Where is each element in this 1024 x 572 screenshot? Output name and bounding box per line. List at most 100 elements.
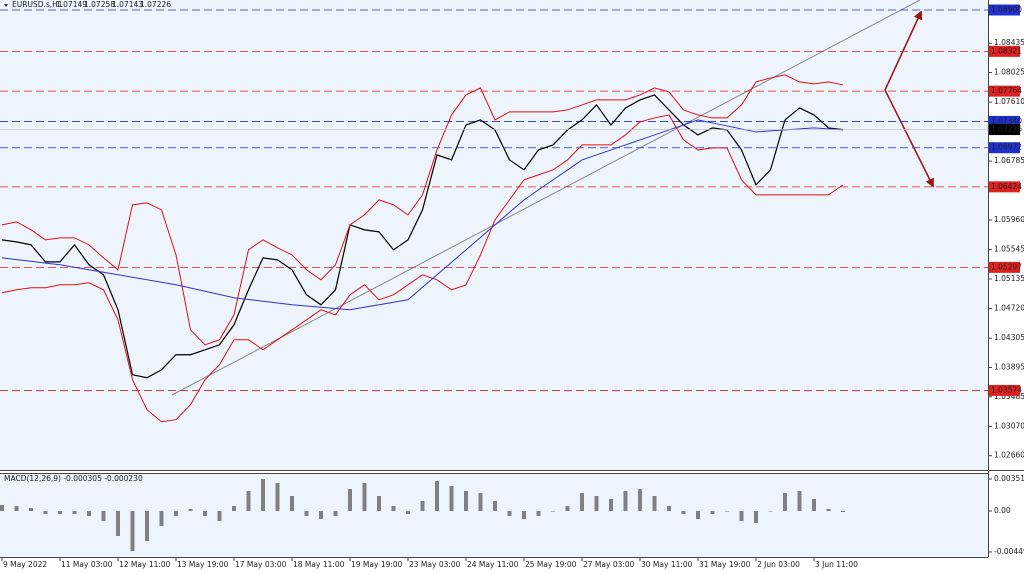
macd-bar: [304, 511, 309, 517]
y-tick-label: 1.05135: [994, 274, 1024, 283]
macd-bar: [478, 493, 483, 512]
current-price-box: [989, 124, 1020, 136]
level-label: 1.08321: [991, 46, 1022, 55]
x-tick-label: 23 May 03:00: [409, 560, 461, 569]
macd-bar: [203, 511, 207, 517]
macd-panel: [0, 473, 988, 557]
macd-bar: [551, 511, 555, 512]
y-tick-label: -0.004493: [994, 547, 1024, 556]
macd-bar: [507, 511, 512, 517]
x-tick-label: 9 May 2022: [3, 560, 47, 569]
x-tick-label: 31 May 19:00: [699, 560, 751, 569]
x-tick-label: 27 May 03:00: [583, 560, 635, 569]
macd-bar: [652, 495, 657, 512]
macd-bar: [101, 511, 106, 522]
y-tick-label: 0.003513: [994, 474, 1024, 483]
macd-bar: [246, 491, 251, 512]
level-box: [989, 4, 1020, 16]
macd-bar: [188, 509, 193, 512]
macd-bar: [812, 498, 816, 512]
macd-bar: [710, 511, 715, 515]
level-label: 1.07340: [991, 116, 1022, 125]
y-tick-label: 1.05960: [994, 215, 1024, 224]
level-box: [989, 85, 1020, 97]
quote-low: 1.07143: [112, 0, 143, 9]
macd-bar: [261, 479, 265, 512]
macd-bar: [406, 511, 410, 515]
forecast-arrow: [884, 89, 934, 188]
macd-bar: [623, 491, 628, 512]
x-tick-label: 17 May 03:00: [235, 560, 287, 569]
macd-bar: [536, 511, 541, 517]
macd-bar: [609, 498, 613, 512]
trend-line: [171, 0, 921, 396]
level-label: 1.06424: [991, 182, 1022, 191]
macd-bar: [130, 511, 135, 552]
macd-bar: [29, 508, 33, 512]
level-box: [989, 384, 1020, 396]
macd-bar: [696, 511, 700, 520]
current-price-label: 1.07226: [991, 125, 1022, 134]
level-label: 1.06972: [991, 143, 1022, 152]
x-tick-label: 19 May 19:00: [351, 560, 403, 569]
macd-bar: [232, 506, 236, 512]
symbol: EURUSD.s,H1: [12, 0, 63, 9]
level-label: 1.03574: [991, 385, 1022, 394]
level-label: 1.08900: [991, 5, 1022, 14]
series-line: [1, 114, 844, 423]
y-tick-label: 1.04305: [994, 333, 1024, 342]
macd-bar: [565, 506, 570, 512]
macd-bar: [333, 511, 338, 517]
y-tick-label: 1.08435: [994, 38, 1024, 47]
macd-bar: [638, 489, 642, 512]
level-box: [989, 181, 1020, 193]
plot-layer: 1.08435 1.08025 1.07610 1.06785 1.05960 1.055…: [0, 4, 1024, 569]
macd-bar: [667, 506, 671, 512]
price-panel: [0, 0, 988, 470]
macd-bar: [826, 509, 831, 512]
macd-bar: [72, 511, 77, 515]
quote-close: 1.07226: [140, 0, 171, 9]
macd-bar: [87, 511, 91, 517]
level-box: [989, 261, 1020, 273]
macd-bar: [754, 511, 758, 524]
macd-bar: [841, 511, 845, 513]
macd-bar: [464, 491, 468, 512]
macd-bar: [145, 511, 149, 542]
macd-bar: [739, 511, 744, 522]
level-box: [989, 142, 1020, 154]
macd-bar: [681, 511, 686, 515]
x-tick-label: 3 Jun 11:00: [815, 560, 858, 569]
y-tick-label: 1.03485: [994, 392, 1024, 401]
y-tick-label: 1.03070: [994, 421, 1024, 430]
macd-bar: [116, 511, 120, 536]
macd-title: MACD(12,26,9) -0.000305 -0.000230: [4, 474, 143, 483]
series-line: [1, 94, 844, 379]
y-tick-label: 1.05545: [994, 245, 1024, 254]
macd-bar: [14, 506, 19, 512]
quote-open: 1.07149: [56, 0, 87, 9]
macd-bar: [217, 511, 222, 522]
series-line: [1, 119, 844, 311]
macd-bar: [0, 505, 4, 512]
series-line: [1, 74, 844, 346]
y-tick-label: 1.04720: [994, 304, 1024, 313]
macd-bar: [377, 495, 381, 512]
y-tick-label: 1.03895: [994, 363, 1024, 372]
level-box: [989, 45, 1020, 57]
level-box: [989, 115, 1020, 127]
macd-bar: [797, 491, 802, 512]
macd-bar: [43, 511, 48, 515]
x-tick-label: 13 May 19:00: [177, 560, 229, 569]
y-tick-label: 1.02660: [994, 451, 1024, 460]
x-tick-label: 18 May 11:00: [293, 560, 345, 569]
macd-bar: [435, 481, 439, 512]
x-tick-label: 25 May 19:00: [525, 560, 577, 569]
macd-bar: [275, 483, 280, 512]
macd-bar: [58, 511, 62, 515]
macd-bar: [319, 511, 323, 520]
y-tick-label: 1.08025: [994, 68, 1024, 77]
macd-bar: [493, 500, 497, 512]
symbol-icon: [4, 4, 8, 7]
macd-bar: [420, 500, 425, 512]
